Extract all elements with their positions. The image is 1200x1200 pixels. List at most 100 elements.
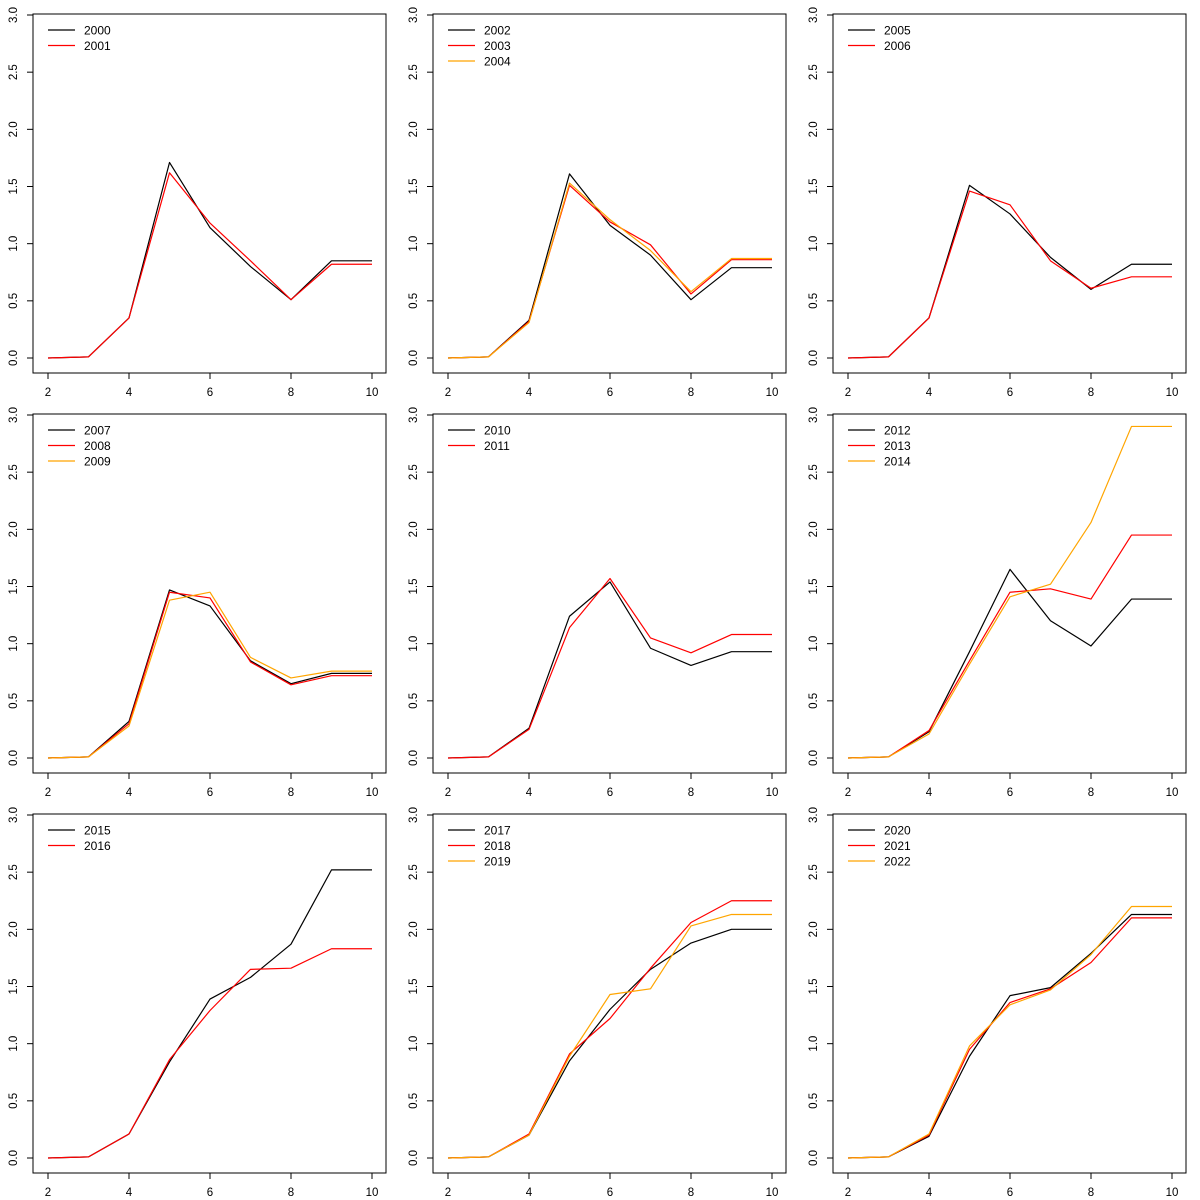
y-tick-label: 0.5	[8, 293, 20, 309]
legend-label: 2008	[84, 439, 111, 453]
x-tick-label: 8	[688, 787, 694, 799]
x-tick-label: 10	[1166, 387, 1179, 399]
x-tick-label: 10	[366, 387, 379, 399]
chart-panel-1: 2 4 6 8 10 0.0 0.5 1.0 1.5 2.0 2.5 3.0 2000 2001	[0, 0, 400, 400]
y-tick-label: 1.5	[8, 979, 20, 995]
plot-frame	[32, 813, 387, 1174]
y-tick-label: 1.5	[808, 179, 820, 195]
plot-frame	[432, 413, 787, 774]
series-line-2009	[47, 591, 372, 759]
x-tick-label: 2	[445, 787, 451, 799]
y-tick-label: 2.5	[8, 464, 20, 480]
x-tick-label: 6	[1007, 787, 1013, 799]
legend-label: 2016	[84, 839, 111, 853]
y-tick-label: 2.0	[408, 521, 420, 537]
y-tick-label: 3.0	[808, 7, 820, 23]
y-tick-label: 2.0	[808, 121, 820, 137]
legend-label: 2018	[484, 839, 511, 853]
x-tick-label: 2	[845, 387, 851, 399]
y-tick-label: 1.5	[408, 179, 420, 195]
y-tick-label: 2.5	[8, 64, 20, 80]
y-tick-label: 1.0	[408, 236, 420, 252]
legend-label: 2000	[84, 24, 111, 38]
x-tick-label: 10	[366, 1187, 379, 1199]
legend-label: 2013	[884, 439, 911, 453]
y-tick-label: 2.5	[808, 64, 820, 80]
series-line-2007	[47, 589, 372, 759]
chart-panel-3: 2 4 6 8 10 0.0 0.5 1.0 1.5 2.0 2.5 3.0 2005 2006	[800, 0, 1200, 400]
y-tick-label: 0.0	[8, 750, 20, 766]
series-line-2019	[447, 913, 772, 1159]
y-tick-label: 1.5	[8, 579, 20, 595]
x-tick-label: 2	[445, 387, 451, 399]
legend-label: 2022	[884, 855, 911, 869]
chart-panel-7: 2 4 6 8 10 0.0 0.5 1.0 1.5 2.0 2.5 3.0 2015 2016	[0, 800, 400, 1200]
series-line-2004	[447, 182, 772, 359]
x-tick-label: 10	[1166, 787, 1179, 799]
y-tick-label: 2.5	[808, 864, 820, 880]
y-tick-label: 3.0	[408, 807, 420, 823]
plot-frame	[832, 13, 1187, 374]
y-tick-label: 1.5	[408, 579, 420, 595]
x-tick-label: 2	[45, 787, 51, 799]
x-tick-label: 4	[926, 387, 933, 399]
y-tick-label: 3.0	[808, 807, 820, 823]
x-tick-label: 10	[766, 787, 779, 799]
x-tick-label: 6	[207, 1187, 213, 1199]
legend-label: 2010	[484, 424, 511, 438]
x-tick-label: 4	[926, 787, 933, 799]
legend-label: 2009	[84, 455, 111, 469]
x-tick-label: 4	[526, 787, 533, 799]
x-tick-label: 8	[688, 1187, 694, 1199]
x-tick-label: 4	[126, 1187, 133, 1199]
x-tick-label: 10	[766, 1187, 779, 1199]
y-tick-label: 0.0	[408, 1150, 420, 1166]
x-tick-label: 8	[288, 1187, 294, 1199]
chart-panel-9: 2 4 6 8 10 0.0 0.5 1.0 1.5 2.0 2.5 3.0 2020 2021 2022	[800, 800, 1200, 1200]
x-tick-label: 4	[526, 387, 533, 399]
chart-panel-8: 2 4 6 8 10 0.0 0.5 1.0 1.5 2.0 2.5 3.0 2017 2018 2019	[400, 800, 800, 1200]
series-line-2003	[447, 184, 772, 359]
y-tick-label: 1.0	[808, 636, 820, 652]
y-tick-label: 2.5	[808, 464, 820, 480]
y-tick-label: 2.0	[8, 521, 20, 537]
y-tick-label: 1.5	[408, 979, 420, 995]
x-tick-label: 8	[1088, 1187, 1094, 1199]
y-tick-label: 1.0	[8, 1036, 20, 1052]
series-line-2001	[47, 172, 372, 359]
x-tick-label: 10	[1166, 1187, 1179, 1199]
y-tick-label: 1.0	[8, 236, 20, 252]
y-tick-label: 3.0	[408, 407, 420, 423]
legend-label: 2017	[484, 824, 511, 838]
y-tick-label: 0.0	[8, 350, 20, 366]
y-tick-label: 0.0	[408, 350, 420, 366]
y-tick-label: 3.0	[8, 7, 20, 23]
x-tick-label: 8	[288, 387, 294, 399]
plot-frame	[32, 13, 387, 374]
legend-label: 2001	[84, 39, 111, 53]
y-tick-label: 0.0	[808, 350, 820, 366]
x-tick-label: 10	[366, 787, 379, 799]
x-tick-label: 8	[288, 787, 294, 799]
y-tick-label: 2.5	[408, 864, 420, 880]
x-tick-label: 10	[766, 387, 779, 399]
legend-label: 2020	[884, 824, 911, 838]
y-tick-label: 2.5	[408, 64, 420, 80]
legend-label: 2005	[884, 24, 911, 38]
legend-label: 2002	[484, 24, 511, 38]
series-line-2020	[847, 913, 1172, 1159]
x-tick-label: 6	[1007, 1187, 1013, 1199]
series-line-2018	[447, 900, 772, 1159]
y-tick-label: 2.0	[808, 521, 820, 537]
series-line-2013	[847, 534, 1172, 759]
x-tick-label: 2	[845, 1187, 851, 1199]
y-tick-label: 3.0	[808, 407, 820, 423]
legend-label: 2006	[884, 39, 911, 53]
series-line-2005	[847, 184, 1172, 359]
y-tick-label: 3.0	[8, 407, 20, 423]
